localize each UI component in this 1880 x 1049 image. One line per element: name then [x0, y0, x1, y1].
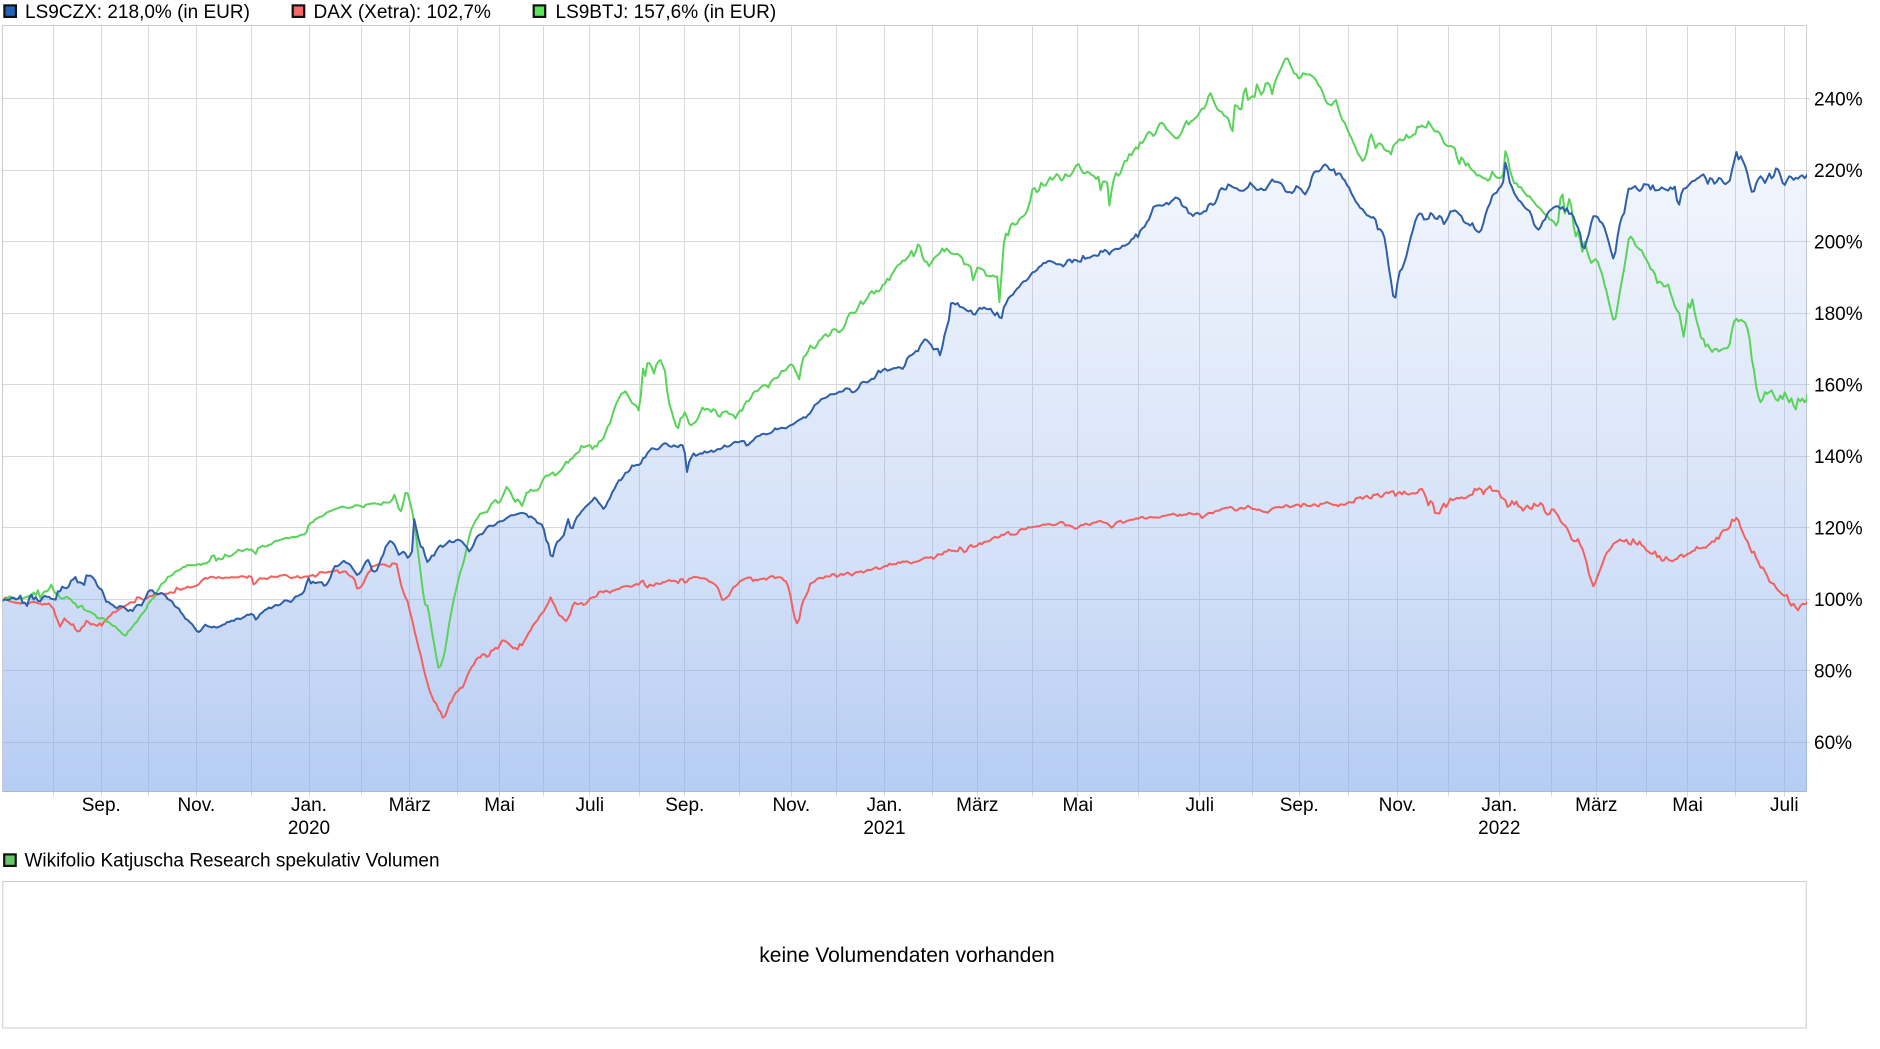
svg-text:140%: 140% — [1814, 447, 1863, 468]
svg-text:2022: 2022 — [1478, 818, 1520, 839]
svg-text:keine Volumendaten vorhanden: keine Volumendaten vorhanden — [759, 944, 1054, 967]
svg-text:120%: 120% — [1814, 518, 1863, 539]
svg-text:180%: 180% — [1814, 304, 1863, 325]
svg-text:Sep.: Sep. — [1280, 795, 1319, 816]
svg-text:240%: 240% — [1814, 89, 1863, 110]
svg-text:2021: 2021 — [863, 818, 905, 839]
svg-text:100%: 100% — [1814, 590, 1863, 611]
svg-text:Juli: Juli — [576, 795, 605, 816]
svg-text:DAX (Xetra): 102,7%: DAX (Xetra): 102,7% — [314, 2, 492, 23]
svg-text:Sep.: Sep. — [665, 795, 704, 816]
svg-text:LS9BTJ: 157,6% (in EUR): LS9BTJ: 157,6% (in EUR) — [556, 2, 777, 23]
svg-text:März: März — [1575, 795, 1617, 816]
svg-text:160%: 160% — [1814, 375, 1863, 396]
svg-text:Nov.: Nov. — [1379, 795, 1417, 816]
svg-text:Nov.: Nov. — [772, 795, 810, 816]
svg-text:Mai: Mai — [1062, 795, 1093, 816]
svg-text:Jan.: Jan. — [1481, 795, 1517, 816]
svg-text:Juli: Juli — [1186, 795, 1215, 816]
svg-text:60%: 60% — [1814, 733, 1852, 754]
svg-text:Mai: Mai — [484, 795, 515, 816]
svg-text:Wikifolio Katjuscha Research s: Wikifolio Katjuscha Research spekulativ … — [25, 851, 440, 872]
svg-text:80%: 80% — [1814, 661, 1852, 682]
svg-text:März: März — [389, 795, 431, 816]
svg-text:Jan.: Jan. — [291, 795, 327, 816]
svg-text:Nov.: Nov. — [177, 795, 215, 816]
svg-text:Juli: Juli — [1770, 795, 1799, 816]
svg-text:Jan.: Jan. — [867, 795, 903, 816]
svg-text:März: März — [956, 795, 998, 816]
svg-text:Sep.: Sep. — [82, 795, 121, 816]
svg-text:200%: 200% — [1814, 232, 1863, 253]
svg-text:2020: 2020 — [288, 818, 330, 839]
svg-text:LS9CZX: 218,0% (in EUR): LS9CZX: 218,0% (in EUR) — [25, 2, 250, 23]
svg-text:220%: 220% — [1814, 161, 1863, 182]
svg-text:Mai: Mai — [1672, 795, 1703, 816]
